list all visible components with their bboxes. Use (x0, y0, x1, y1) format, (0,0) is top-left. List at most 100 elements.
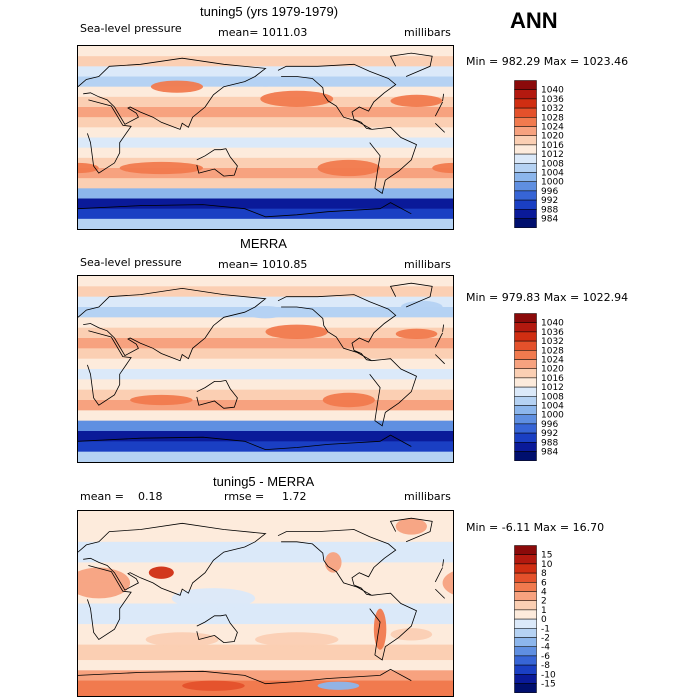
colorbar-swatch (514, 331, 537, 342)
coastline (196, 148, 238, 177)
contour-band (78, 66, 453, 77)
colorbar-swatch (514, 554, 537, 565)
contour-cell (130, 394, 193, 406)
colorbar-tick-label: 1020 (541, 132, 564, 142)
contour-cell (317, 681, 360, 690)
coastline (277, 529, 397, 596)
colorbar-tick-label: 1012 (541, 383, 564, 393)
contour-cell (400, 300, 443, 314)
coastline (87, 565, 132, 641)
colorbar-swatch (514, 600, 537, 611)
contour-band (78, 46, 453, 57)
mean-label: mean= 1010.85 (218, 258, 308, 271)
map-svg (78, 46, 453, 229)
coastline (389, 517, 433, 543)
map-svg (78, 276, 453, 462)
contour-band (78, 147, 453, 159)
coastline (277, 294, 397, 362)
contour-band (78, 348, 453, 360)
contour-map (77, 275, 454, 463)
colorbar-tick-label: 988 (541, 205, 558, 215)
colorbar-swatch (514, 359, 537, 369)
units-label: millibars (404, 490, 451, 503)
contour-cell (373, 608, 387, 650)
colorbar-swatch (514, 628, 537, 638)
contour-band (78, 511, 453, 543)
colorbar-tick-label: 1036 (541, 95, 564, 105)
colorbar-swatch (514, 340, 537, 351)
contour-cell (148, 566, 174, 579)
coastline (369, 592, 417, 661)
colorbar-tick-label: 1020 (541, 365, 564, 375)
map-svg (78, 511, 453, 696)
colorbar-tick-label: 1004 (541, 169, 564, 179)
colorbar-swatch (514, 126, 537, 136)
mean-label: mean= 1011.03 (218, 26, 308, 39)
colorbar-swatch (514, 405, 537, 415)
contour-cell (255, 632, 339, 647)
coastline (78, 287, 267, 362)
colorbar-swatch (514, 423, 537, 434)
contour-cell (260, 90, 334, 107)
coastline (196, 614, 238, 644)
colorbar-tick-label: 1012 (541, 150, 564, 160)
colorbar-swatch (514, 135, 537, 146)
coastline (434, 332, 443, 348)
colorbar-swatch (514, 414, 537, 425)
colorbar-tick-label: 0 (541, 615, 547, 625)
minmax-label: Min = -6.11 Max = 16.70 (466, 521, 605, 534)
colorbar-swatch (514, 655, 537, 666)
colorbar-tick-label: 1 (541, 606, 547, 616)
coastline (87, 330, 132, 406)
colorbar-swatch (514, 563, 537, 574)
contour-band (78, 582, 453, 604)
colorbar-swatch (514, 683, 537, 693)
colorbar-tick-label: 10 (541, 560, 553, 570)
contour-band (78, 400, 453, 411)
colorbar-tick-label: 4 (541, 588, 547, 598)
contour-band (78, 562, 453, 584)
variable-label: Sea-level pressure (80, 22, 182, 35)
colorbar-swatch (514, 80, 537, 90)
contour-band (78, 198, 453, 210)
coastline (389, 282, 433, 308)
colorbar: 15 10 8 6 4 2 1 0 -1 -2 -4 -6 -8 -10 -15 (514, 545, 574, 699)
panel-title: tuning5 (yrs 1979-1979) (200, 4, 339, 19)
colorbar-tick-label: 1032 (541, 104, 564, 114)
contour-band (78, 127, 453, 138)
contour-cell (322, 392, 375, 408)
colorbar-swatch (514, 368, 537, 379)
contour-band (78, 389, 453, 401)
colorbar-swatch (514, 591, 537, 601)
contour-band (78, 369, 453, 380)
colorbar-tick-label: 1016 (541, 141, 564, 151)
contour-band (78, 410, 453, 422)
colorbar-tick-label: 1028 (541, 346, 564, 356)
contour-map (77, 510, 454, 697)
colorbar-swatch (514, 674, 537, 684)
colorbar-swatch (514, 199, 537, 210)
contour-cell (171, 588, 256, 609)
colorbar-swatch (514, 646, 537, 657)
contour-band (78, 208, 453, 220)
contour-band (78, 296, 453, 308)
contour-cell (244, 305, 287, 319)
contour-band (78, 670, 453, 682)
colorbar-swatch (514, 377, 537, 388)
contour-cell (265, 324, 328, 340)
colorbar-tick-label: 6 (541, 578, 547, 588)
colorbar-tick-label: -10 (541, 670, 556, 680)
coastline (78, 434, 412, 451)
colorbar-svg: 1040103610321028102410201016101210081004… (514, 80, 564, 228)
colorbar-tick-label: 1040 (541, 86, 564, 96)
contour-band (78, 86, 453, 98)
colorbar-swatch (514, 218, 537, 228)
colorbar-swatch (514, 163, 537, 173)
contour-cell (390, 94, 443, 107)
colorbar-tick-label: -15 (541, 680, 556, 690)
coastline (435, 123, 445, 133)
coastline (78, 202, 412, 218)
colorbar-swatch (514, 209, 537, 219)
colorbar-swatch (514, 572, 537, 583)
contour-band (78, 644, 453, 661)
